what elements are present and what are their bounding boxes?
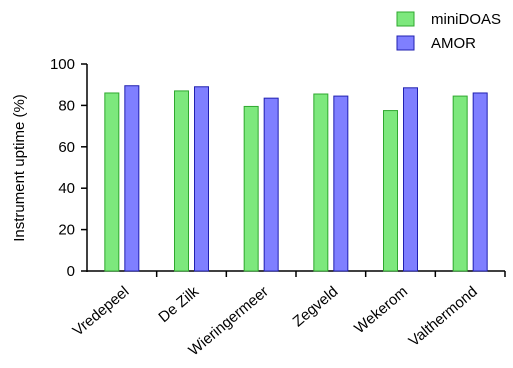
bar-amor-zegveld (333, 95, 349, 272)
bar-amor-wieringermeer (263, 97, 279, 272)
y-tick-label: 20 (58, 222, 75, 239)
bar-amor-valthermond (472, 92, 488, 272)
y-tick-label: 100 (50, 56, 75, 73)
bar-minidoas-valthermond (452, 95, 468, 272)
x-category-label: Vredepeel (70, 283, 133, 340)
legend-label-amor: AMOR (431, 35, 476, 52)
x-category-label: Zegveld (290, 283, 342, 330)
bar-minidoas-wieringermeer (243, 105, 259, 272)
legend-swatch-amor (396, 35, 415, 51)
legend-label-minidoas: miniDOAS (431, 11, 501, 28)
bar-minidoas-zegveld (313, 93, 329, 272)
bar-minidoas-de-zilk (174, 90, 189, 272)
bar-minidoas-wekerom (383, 110, 398, 272)
y-tick-label: 60 (58, 139, 75, 156)
bar-amor-de-zilk (194, 86, 209, 272)
bar-minidoas-vredepeel (104, 92, 120, 272)
bars (104, 85, 488, 272)
y-tick-label: 40 (58, 180, 75, 197)
y-tick-label: 80 (58, 97, 75, 114)
bar-amor-wekerom (403, 87, 418, 272)
legend: miniDOAS AMOR (396, 11, 501, 52)
x-category-label: Wekerom (351, 283, 411, 337)
legend-swatch-minidoas (396, 11, 415, 27)
y-tick-label: 0 (67, 263, 75, 280)
bar-amor-vredepeel (124, 85, 140, 272)
y-axis: 0 20 40 60 80 100 (50, 56, 88, 280)
x-category-label: Valthermond (406, 283, 481, 350)
x-category-label: De Zilk (155, 283, 202, 326)
y-axis-title: Instrument uptime (%) (11, 94, 28, 242)
